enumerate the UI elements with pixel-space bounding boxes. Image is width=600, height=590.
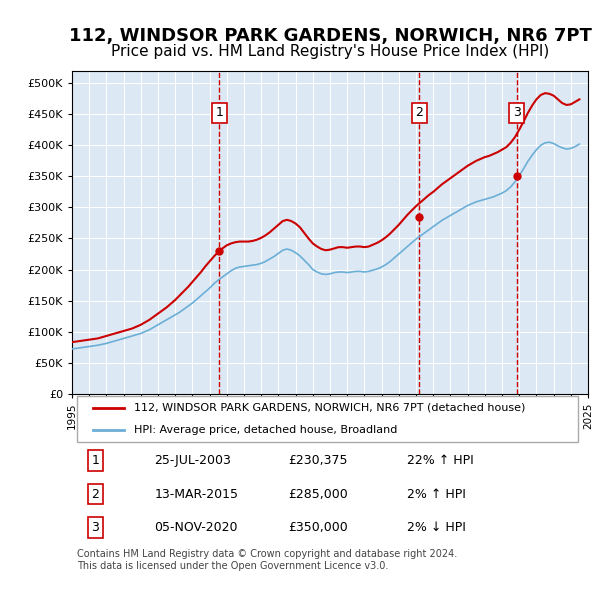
Text: 13-MAR-2015: 13-MAR-2015 xyxy=(155,488,239,501)
Text: £350,000: £350,000 xyxy=(289,521,349,534)
Text: 1: 1 xyxy=(215,106,223,119)
Text: Price paid vs. HM Land Registry's House Price Index (HPI): Price paid vs. HM Land Registry's House … xyxy=(111,44,549,59)
Text: 112, WINDSOR PARK GARDENS, NORWICH, NR6 7PT (detached house): 112, WINDSOR PARK GARDENS, NORWICH, NR6 … xyxy=(134,403,525,413)
Text: Contains HM Land Registry data © Crown copyright and database right 2024.
This d: Contains HM Land Registry data © Crown c… xyxy=(77,549,457,571)
Text: 05-NOV-2020: 05-NOV-2020 xyxy=(155,521,238,534)
Text: 25-JUL-2003: 25-JUL-2003 xyxy=(155,454,232,467)
Text: 2% ↑ HPI: 2% ↑ HPI xyxy=(407,488,466,501)
Text: 3: 3 xyxy=(512,106,521,119)
Text: 22% ↑ HPI: 22% ↑ HPI xyxy=(407,454,474,467)
FancyBboxPatch shape xyxy=(77,396,578,442)
Text: 2: 2 xyxy=(415,106,423,119)
Text: 2% ↓ HPI: 2% ↓ HPI xyxy=(407,521,466,534)
Text: 3: 3 xyxy=(91,521,99,534)
Text: 2: 2 xyxy=(91,488,99,501)
Text: £230,375: £230,375 xyxy=(289,454,348,467)
Text: 112, WINDSOR PARK GARDENS, NORWICH, NR6 7PT: 112, WINDSOR PARK GARDENS, NORWICH, NR6 … xyxy=(68,27,592,45)
Text: HPI: Average price, detached house, Broadland: HPI: Average price, detached house, Broa… xyxy=(134,425,397,435)
Text: £285,000: £285,000 xyxy=(289,488,349,501)
Text: 1: 1 xyxy=(91,454,99,467)
